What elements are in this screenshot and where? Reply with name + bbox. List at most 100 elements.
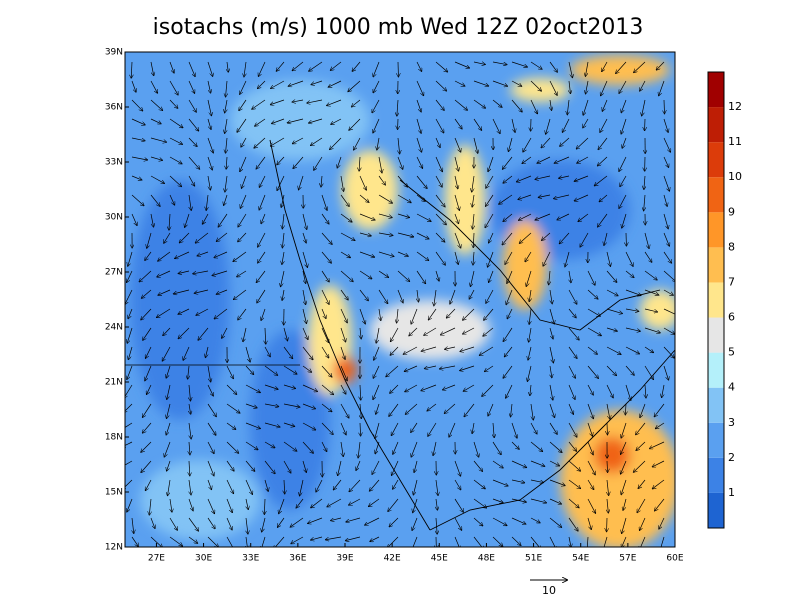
lon-label: 36E — [289, 554, 306, 564]
wind-arrow — [340, 251, 350, 258]
wind-arrow — [331, 118, 342, 124]
wind-arrow — [644, 289, 659, 295]
wind-arrow — [157, 270, 171, 277]
wind-arrow — [587, 289, 598, 299]
wind-arrow — [436, 498, 437, 510]
wind-arrow — [454, 156, 459, 171]
wind-arrow — [207, 156, 212, 170]
wind-arrow — [622, 213, 627, 228]
wind-arrow — [195, 232, 209, 243]
wind-arrow — [625, 327, 640, 331]
wind-arrow — [663, 346, 674, 358]
wind-arrow — [226, 403, 240, 413]
wind-arrow — [511, 460, 526, 467]
wind-arrow — [549, 384, 553, 400]
wind-arrow — [359, 213, 375, 220]
wind-arrow — [535, 175, 551, 179]
wind-arrow — [348, 80, 361, 92]
wind-arrow — [623, 498, 627, 510]
wind-arrow — [644, 308, 657, 312]
wind-arrow — [245, 384, 260, 392]
wind-arrow — [373, 61, 380, 77]
wind-arrow — [663, 213, 668, 229]
wind-arrow — [226, 536, 235, 547]
wind-arrow — [207, 384, 213, 396]
wind-arrow — [271, 137, 285, 146]
wind-arrow — [169, 175, 181, 187]
wind-arrow — [434, 289, 436, 306]
wind-arrow — [178, 271, 190, 273]
wind-arrow — [488, 251, 494, 267]
wind-arrow — [413, 479, 418, 495]
wind-arrow — [193, 270, 209, 274]
wind-arrow — [403, 346, 418, 354]
wind-arrow — [292, 61, 304, 71]
wind-arrow — [650, 441, 665, 449]
wind-arrow — [170, 498, 172, 512]
colorbar-bin — [708, 247, 724, 283]
wind-arrow — [621, 441, 627, 454]
wind-arrow — [189, 403, 191, 414]
wind-arrow — [663, 327, 675, 334]
wind-arrow — [359, 270, 372, 279]
wind-arrow — [131, 118, 145, 125]
wind-arrow — [150, 80, 157, 93]
wind-arrow — [222, 327, 228, 338]
wind-arrow — [207, 498, 214, 513]
wind-arrow — [283, 403, 300, 407]
wind-arrow — [256, 270, 266, 282]
wind-arrow — [414, 460, 418, 472]
wind-arrow — [378, 232, 393, 235]
wind-arrow — [352, 61, 361, 71]
wind-arrow — [568, 308, 576, 318]
wind-arrow — [503, 365, 513, 378]
wind-arrow — [640, 403, 646, 418]
wind-arrow — [378, 251, 394, 256]
lon-label: 60E — [666, 554, 683, 564]
lon-label: 48E — [478, 554, 495, 564]
wind-arrow — [473, 118, 482, 130]
wind-arrow — [473, 441, 479, 457]
wind-arrow — [330, 61, 342, 70]
wind-arrow — [529, 327, 532, 342]
lat-label: 27N — [105, 268, 123, 278]
wind-arrow — [577, 156, 589, 163]
wind-arrow — [214, 308, 228, 319]
wind-arrow — [166, 365, 171, 378]
wind-arrow — [416, 99, 421, 112]
wind-arrow — [207, 536, 218, 547]
wind-arrow — [340, 422, 346, 435]
lat-label: 12N — [105, 543, 123, 553]
wind-arrow — [189, 384, 190, 401]
wind-arrow — [261, 536, 266, 547]
wind-arrow — [416, 137, 422, 152]
wind-arrow — [587, 517, 591, 529]
wind-arrow — [454, 517, 462, 530]
wind-arrow — [360, 327, 361, 339]
wind-arrow — [378, 156, 382, 173]
wind-arrow — [621, 118, 627, 134]
wind-arrow — [321, 213, 329, 224]
wind-arrow — [309, 61, 323, 71]
wind-arrow — [519, 232, 532, 243]
wind-arrow — [549, 80, 557, 95]
wind-arrow — [473, 232, 474, 247]
colorbar-bin — [708, 422, 724, 458]
wind-arrow — [226, 422, 236, 429]
wind-arrow — [445, 347, 456, 349]
wind-arrow — [607, 498, 608, 513]
wind-arrow — [258, 80, 266, 88]
wind-arrow — [282, 289, 284, 300]
wind-arrow — [492, 517, 507, 525]
wind-arrow — [277, 175, 285, 190]
wind-arrow — [373, 365, 380, 378]
wind-arrow — [365, 517, 380, 525]
wind-arrow — [283, 327, 287, 341]
wind-arrow — [454, 99, 467, 110]
wind-arrow — [340, 175, 344, 191]
wind-arrow — [578, 213, 589, 221]
lat-axis: 39N 36N 33N 30N 27N 24N 21N 18N 15N 12N — [105, 48, 129, 553]
wind-arrow — [663, 175, 669, 191]
lon-label: 42E — [384, 554, 401, 564]
wind-arrow — [511, 517, 526, 524]
